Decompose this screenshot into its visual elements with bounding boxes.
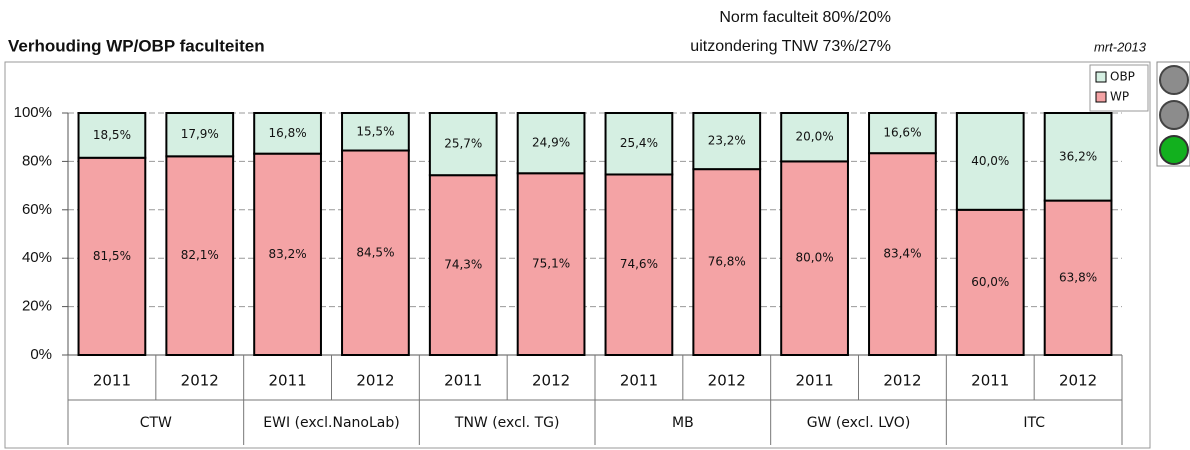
- data-label: 40,0%: [971, 154, 1009, 168]
- data-label: 82,1%: [181, 248, 219, 262]
- x-tick-label: 2012: [181, 372, 219, 390]
- annotation: uitzondering TNW 73%/27%: [690, 38, 891, 55]
- light-gray: [1159, 65, 1189, 95]
- chart-frame: [4, 61, 1151, 449]
- bar-segment: [1043, 112, 1113, 202]
- y-tick-label: 80%: [22, 152, 52, 169]
- bar-segment: [341, 112, 410, 152]
- bar-segment: [955, 208, 1025, 356]
- bar-segment: [868, 112, 937, 155]
- x-tick-label: 2011: [971, 372, 1009, 390]
- bar-segment: [692, 112, 762, 171]
- bar-segment: [253, 152, 322, 356]
- bar-segment: [604, 173, 674, 356]
- chart-title: Verhouding WP/OBP faculteiten: [8, 36, 265, 55]
- bar-segment: [516, 112, 586, 175]
- x-tick-label: 2011: [268, 372, 306, 390]
- legend-label: OBP: [1110, 70, 1135, 84]
- group-label: MB: [672, 415, 694, 431]
- bar-segment: [692, 168, 762, 356]
- light-gray: [1159, 100, 1189, 130]
- data-label: 15,5%: [356, 124, 394, 138]
- legend-swatch: [1095, 71, 1107, 83]
- data-label: 16,6%: [883, 126, 921, 140]
- bar-segment: [780, 112, 849, 163]
- data-label: 24,9%: [532, 136, 570, 150]
- group-label: EWI (excl.NanoLab): [263, 415, 399, 431]
- legend-swatch: [1095, 91, 1107, 103]
- y-tick-label: 40%: [22, 249, 52, 266]
- x-tick-label: 2012: [883, 372, 921, 390]
- light-green: [1159, 135, 1189, 165]
- data-label: 16,8%: [269, 126, 307, 140]
- data-label: 80,0%: [796, 251, 834, 265]
- x-tick-label: 2012: [356, 372, 394, 390]
- x-tick-label: 2012: [1059, 372, 1097, 390]
- data-label: 74,6%: [620, 257, 658, 271]
- y-tick-label: 20%: [22, 298, 52, 315]
- data-label: 23,2%: [708, 134, 746, 148]
- data-label: 36,2%: [1059, 149, 1097, 163]
- bar-segment: [77, 112, 147, 159]
- data-label: 25,4%: [620, 136, 658, 150]
- data-label: 20,0%: [796, 130, 834, 144]
- group-label: TNW (excl. TG): [454, 415, 560, 431]
- x-tick-label: 2011: [620, 372, 658, 390]
- y-tick-label: 100%: [14, 104, 52, 121]
- bar-segment: [604, 112, 674, 176]
- bar-segment: [253, 112, 322, 155]
- bar-segment: [780, 160, 849, 356]
- legend-label: WP: [1110, 90, 1129, 104]
- x-tick-label: 2012: [532, 372, 570, 390]
- data-label: 84,5%: [356, 245, 394, 259]
- x-tick-label: 2011: [444, 372, 482, 390]
- data-label: 81,5%: [93, 249, 131, 263]
- data-label: 74,3%: [444, 258, 482, 272]
- data-label: 25,7%: [444, 137, 482, 151]
- bar-segment: [428, 174, 498, 356]
- data-label: 76,8%: [708, 255, 746, 269]
- date-annotation: mrt-2013: [1094, 39, 1147, 54]
- annotation: Norm faculteit 80%/20%: [719, 9, 891, 26]
- data-label: 18,5%: [93, 128, 131, 142]
- y-tick-label: 60%: [22, 201, 52, 218]
- group-label: CTW: [140, 415, 172, 431]
- x-tick-label: 2011: [93, 372, 131, 390]
- group-label: ITC: [1023, 415, 1045, 431]
- data-label: 63,8%: [1059, 270, 1097, 284]
- bar-segment: [868, 152, 937, 356]
- data-label: 83,2%: [269, 247, 307, 261]
- data-label: 83,4%: [883, 247, 921, 261]
- group-label: GW (excl. LVO): [807, 415, 911, 431]
- y-tick-label: 0%: [30, 346, 52, 363]
- data-label: 17,9%: [181, 127, 219, 141]
- bar-segment: [955, 112, 1025, 211]
- bar-segment: [165, 112, 235, 158]
- x-tick-label: 2011: [795, 372, 833, 390]
- x-tick-label: 2012: [708, 372, 746, 390]
- bar-segment: [77, 156, 147, 356]
- bar-segment: [428, 112, 498, 177]
- bar-segment: [516, 172, 586, 356]
- data-label: 60,0%: [971, 275, 1009, 289]
- data-label: 75,1%: [532, 257, 570, 271]
